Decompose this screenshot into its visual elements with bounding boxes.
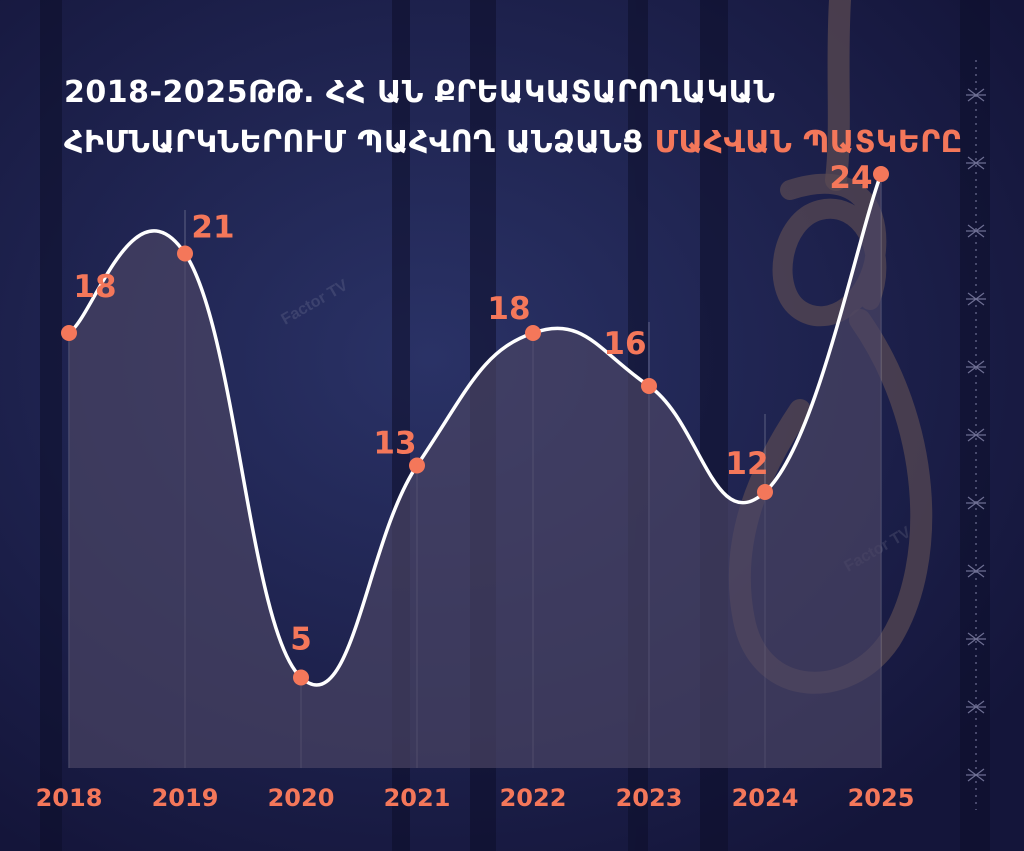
- chart-title: 2018-2025ԹԹ. ՀՀ ԱՆ ՔՐԵԱԿԱՏԱՐՈՂԱԿԱՆ ՀԻՄՆԱ…: [64, 68, 963, 168]
- x-tick-label: 2019: [152, 784, 219, 812]
- data-label: 12: [725, 446, 768, 482]
- data-label: 24: [829, 160, 872, 196]
- data-point: [757, 484, 773, 500]
- barb-knot: [966, 88, 986, 102]
- barb-knot: [966, 496, 986, 510]
- data-point: [409, 457, 425, 474]
- data-labels: 18 21 5 13 18 16 12 24: [73, 160, 872, 658]
- data-label: 18: [487, 291, 530, 327]
- barb-knot: [966, 428, 986, 442]
- x-tick-label: 2018: [36, 784, 103, 812]
- x-tick-label: 2020: [268, 784, 335, 812]
- x-tick-label: 2023: [616, 784, 683, 812]
- x-tick-label: 2024: [732, 784, 799, 812]
- barb-knot: [966, 292, 986, 306]
- barb-knot: [966, 564, 986, 578]
- data-point: [61, 325, 77, 341]
- watermark: Factor TV: [279, 277, 352, 329]
- data-label: 18: [73, 269, 116, 305]
- data-point: [177, 245, 193, 262]
- data-point: [873, 166, 889, 182]
- data-label: 16: [603, 326, 646, 362]
- barb-knot: [966, 768, 986, 782]
- x-tick-label: 2022: [500, 784, 567, 812]
- barbed-wire-decoration: [966, 60, 986, 810]
- data-point: [293, 669, 309, 686]
- title-line-2: ՀԻՄՆԱՐԿՆԵՐՈՒՄ ՊԱՀՎՈՂ ԱՆՁԱՆՑ: [64, 125, 644, 160]
- data-point: [525, 325, 541, 341]
- title-accent: ՄԱՀՎԱՆ ՊԱՏԿԵՐԸ: [654, 125, 963, 160]
- data-point: [641, 378, 657, 394]
- barb-knot: [966, 700, 986, 714]
- data-label: 13: [373, 426, 416, 462]
- barb-knot: [966, 224, 986, 238]
- barb-knot: [966, 360, 986, 374]
- title-line-1: 2018-2025ԹԹ. ՀՀ ԱՆ ՔՐԵԱԿԱՏԱՐՈՂԱԿԱՆ: [64, 75, 776, 110]
- x-tick-label: 2025: [848, 784, 915, 812]
- barb-knot: [966, 156, 986, 170]
- barb-knot: [966, 632, 986, 646]
- x-tick-label: 2021: [384, 784, 451, 812]
- x-axis: 2018 2019 2020 2021 2022 2023 2024 2025: [36, 784, 915, 812]
- data-points: [61, 166, 889, 686]
- data-label: 21: [191, 210, 234, 246]
- data-label: 5: [290, 622, 312, 658]
